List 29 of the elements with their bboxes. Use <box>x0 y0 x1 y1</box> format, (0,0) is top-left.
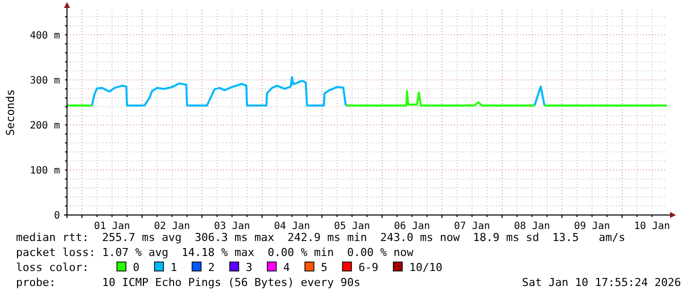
text: packet loss: 1.07 % avg 14.18 % max 0.00 % min 0.00 % now <box>16 246 414 259</box>
x-tick-label: 05 Jan <box>334 221 370 232</box>
legend-label: 6-9 <box>358 261 378 274</box>
y-tick-label: 0 <box>54 210 60 222</box>
x-tick-label: 10 Jan <box>634 221 670 232</box>
text: probe: 10 ICMP Echo Pings (56 Bytes) every 90s <box>16 276 360 289</box>
legend-title: loss color: <box>16 261 89 274</box>
x-tick-label: 07 Jan <box>454 221 490 232</box>
x-tick-label: 02 Jan <box>154 221 190 232</box>
text: Sat Jan 10 17:55:24 2026 <box>522 276 681 289</box>
y-tick-label: 100 m <box>30 165 60 176</box>
legend-label: 4 <box>283 261 290 274</box>
x-tick-label: 06 Jan <box>394 221 430 232</box>
legend-label: 10/10 <box>409 261 442 274</box>
legend-label: 2 <box>208 261 215 274</box>
x-tick-label: 09 Jan <box>574 221 610 232</box>
y-tick-label: 300 m <box>30 75 60 86</box>
legend-label: 3 <box>246 261 252 274</box>
y-tick-label: 400 m <box>30 30 60 42</box>
x-tick-label: 01 Jan <box>94 221 130 232</box>
x-tick-label: 03 Jan <box>214 221 250 232</box>
y-axis-title: Seconds <box>4 89 17 136</box>
y-tick-label: 200 m <box>30 120 60 132</box>
legend-label: 5 <box>320 261 328 274</box>
legend-label: 0 <box>132 261 140 274</box>
x-tick-label: 08 Jan <box>514 221 550 232</box>
text: median rtt: 255.7 ms avg 306.3 ms max 242.9 ms min 243.0 ms now 18.9 ms sd 13.5 am/s <box>16 231 626 244</box>
x-tick-label: 04 Jan <box>274 221 310 232</box>
legend-label: 1 <box>170 261 178 274</box>
